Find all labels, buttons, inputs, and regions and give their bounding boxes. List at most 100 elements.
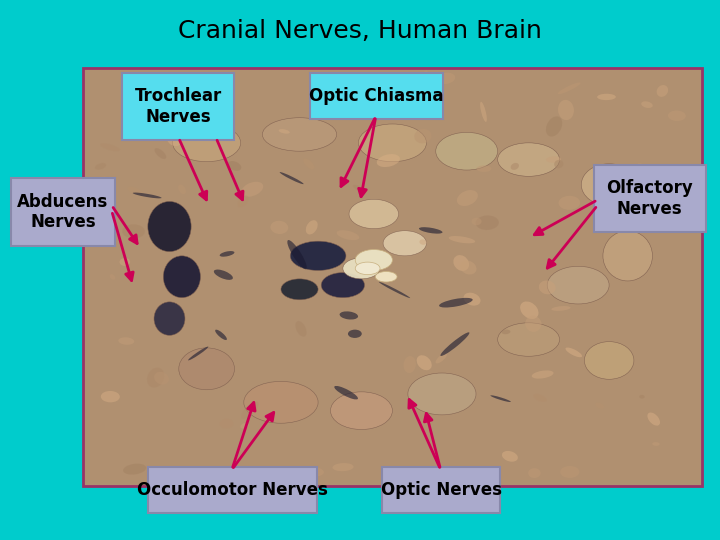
Ellipse shape — [417, 355, 432, 370]
Ellipse shape — [436, 72, 455, 84]
Ellipse shape — [281, 279, 318, 300]
Ellipse shape — [460, 260, 477, 274]
FancyBboxPatch shape — [382, 467, 500, 513]
Ellipse shape — [441, 332, 469, 356]
Ellipse shape — [290, 241, 346, 271]
Ellipse shape — [262, 118, 337, 151]
Ellipse shape — [477, 165, 491, 172]
Ellipse shape — [414, 129, 431, 144]
Ellipse shape — [118, 338, 134, 345]
Ellipse shape — [132, 193, 161, 198]
Ellipse shape — [96, 176, 114, 194]
Ellipse shape — [475, 215, 499, 230]
Ellipse shape — [546, 156, 561, 163]
Ellipse shape — [639, 395, 644, 399]
Ellipse shape — [585, 342, 634, 379]
Ellipse shape — [472, 218, 482, 225]
Ellipse shape — [457, 190, 478, 206]
Ellipse shape — [148, 201, 192, 252]
Ellipse shape — [668, 111, 686, 121]
Ellipse shape — [603, 231, 652, 281]
Ellipse shape — [490, 395, 510, 402]
Ellipse shape — [534, 394, 546, 402]
Ellipse shape — [298, 467, 324, 477]
Ellipse shape — [240, 423, 249, 429]
Ellipse shape — [244, 381, 318, 423]
Ellipse shape — [565, 348, 582, 357]
Ellipse shape — [498, 143, 559, 176]
Text: Cranial Nerves, Human Brain: Cranial Nerves, Human Brain — [178, 19, 542, 43]
Ellipse shape — [525, 316, 541, 332]
Ellipse shape — [661, 168, 672, 183]
Ellipse shape — [155, 148, 166, 159]
Ellipse shape — [333, 463, 354, 471]
Ellipse shape — [539, 280, 556, 294]
Ellipse shape — [220, 418, 233, 429]
Ellipse shape — [652, 442, 660, 446]
Text: Trochlear
Nerves: Trochlear Nerves — [135, 87, 222, 126]
Ellipse shape — [287, 240, 307, 269]
Ellipse shape — [420, 70, 428, 84]
Ellipse shape — [343, 258, 380, 279]
Ellipse shape — [241, 402, 258, 419]
Ellipse shape — [334, 386, 358, 400]
Ellipse shape — [295, 321, 307, 336]
Ellipse shape — [163, 256, 200, 298]
FancyBboxPatch shape — [83, 68, 702, 486]
Ellipse shape — [355, 262, 380, 275]
Ellipse shape — [636, 163, 650, 174]
Ellipse shape — [340, 312, 358, 320]
FancyBboxPatch shape — [148, 467, 317, 513]
Ellipse shape — [552, 306, 570, 311]
Ellipse shape — [279, 172, 304, 184]
Ellipse shape — [228, 161, 241, 171]
Ellipse shape — [597, 94, 616, 100]
Ellipse shape — [642, 102, 653, 108]
Ellipse shape — [657, 85, 668, 97]
Ellipse shape — [349, 199, 399, 228]
Ellipse shape — [279, 129, 289, 134]
FancyBboxPatch shape — [11, 178, 115, 246]
Ellipse shape — [528, 468, 541, 478]
Ellipse shape — [321, 273, 364, 298]
Ellipse shape — [502, 451, 518, 462]
Ellipse shape — [558, 83, 580, 94]
Ellipse shape — [436, 132, 498, 170]
Ellipse shape — [339, 73, 351, 80]
Ellipse shape — [403, 356, 416, 373]
Ellipse shape — [436, 353, 447, 363]
Ellipse shape — [123, 464, 146, 475]
Ellipse shape — [122, 224, 145, 239]
Text: Abducens
Nerves: Abducens Nerves — [17, 193, 109, 231]
Ellipse shape — [154, 372, 169, 384]
Ellipse shape — [215, 329, 227, 340]
Ellipse shape — [531, 370, 554, 379]
Ellipse shape — [546, 116, 562, 137]
Ellipse shape — [464, 293, 480, 306]
Ellipse shape — [220, 251, 235, 256]
Ellipse shape — [337, 230, 359, 240]
Ellipse shape — [554, 160, 564, 168]
Ellipse shape — [167, 131, 183, 146]
Ellipse shape — [420, 239, 427, 245]
Ellipse shape — [631, 194, 652, 206]
Ellipse shape — [520, 301, 539, 319]
Ellipse shape — [379, 282, 410, 298]
Ellipse shape — [330, 392, 392, 429]
Ellipse shape — [179, 348, 235, 390]
Ellipse shape — [383, 231, 426, 256]
Ellipse shape — [241, 182, 264, 197]
Ellipse shape — [127, 187, 143, 195]
Ellipse shape — [381, 275, 390, 282]
Ellipse shape — [303, 158, 315, 170]
FancyBboxPatch shape — [310, 73, 443, 119]
Ellipse shape — [559, 196, 580, 210]
FancyBboxPatch shape — [594, 165, 706, 232]
Ellipse shape — [510, 163, 519, 170]
Ellipse shape — [558, 100, 574, 120]
Ellipse shape — [560, 466, 580, 478]
Ellipse shape — [355, 249, 392, 271]
FancyBboxPatch shape — [122, 73, 234, 140]
Ellipse shape — [109, 274, 115, 280]
Text: Occulomotor Nerves: Occulomotor Nerves — [137, 481, 328, 499]
